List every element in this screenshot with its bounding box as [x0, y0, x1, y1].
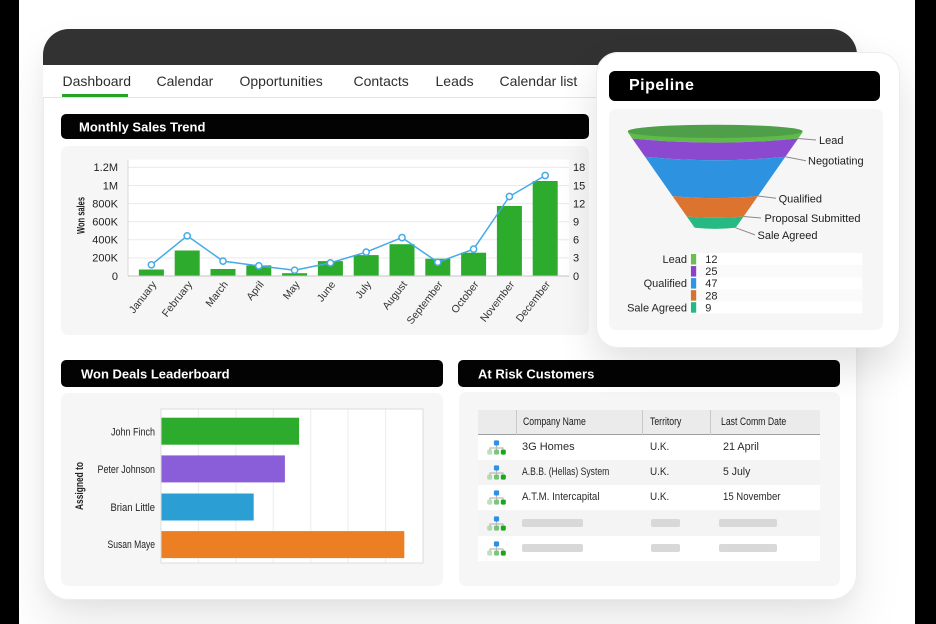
svg-text:18: 18 [573, 162, 585, 174]
svg-text:28: 28 [705, 290, 717, 302]
svg-text:200K: 200K [92, 252, 118, 264]
svg-text:Peter Johnson: Peter Johnson [98, 464, 156, 476]
svg-text:Qualified: Qualified [779, 193, 822, 205]
svg-text:John Finch: John Finch [111, 426, 155, 438]
svg-text:12: 12 [705, 254, 717, 266]
svg-text:0: 0 [573, 270, 579, 282]
svg-text:47: 47 [705, 278, 717, 290]
svg-text:Qualified: Qualified [644, 278, 687, 290]
svg-text:6: 6 [573, 234, 579, 246]
svg-text:Negotiating: Negotiating [808, 156, 864, 168]
svg-text:February: February [160, 278, 196, 319]
svg-text:1M: 1M [103, 180, 118, 192]
svg-text:May: May [281, 278, 303, 302]
svg-text:400K: 400K [92, 234, 118, 246]
svg-text:9: 9 [705, 302, 711, 314]
svg-text:Lead: Lead [819, 135, 843, 147]
svg-text:July: July [353, 278, 374, 301]
svg-text:August: August [380, 278, 410, 311]
svg-text:Susan Maye: Susan Maye [108, 539, 156, 551]
svg-text:Proposal Submitted: Proposal Submitted [765, 213, 861, 225]
svg-text:June: June [315, 278, 339, 303]
svg-text:Won sales: Won sales [76, 197, 88, 234]
svg-text:December: December [514, 278, 554, 324]
svg-text:0: 0 [112, 270, 118, 282]
svg-text:March: March [203, 278, 231, 309]
svg-text:October: October [449, 278, 482, 315]
svg-text:1.2M: 1.2M [94, 162, 118, 174]
svg-text:3: 3 [573, 252, 579, 264]
svg-text:600K: 600K [92, 216, 118, 228]
svg-text:Lead: Lead [663, 254, 687, 266]
svg-text:9: 9 [573, 216, 579, 228]
svg-text:April: April [244, 278, 266, 302]
svg-text:12: 12 [573, 198, 585, 210]
svg-text:November: November [478, 278, 518, 324]
svg-text:Sale Agreed: Sale Agreed [758, 230, 818, 242]
svg-text:Assigned to: Assigned to [74, 462, 86, 510]
svg-text:Sale Agreed: Sale Agreed [627, 302, 687, 314]
svg-text:15: 15 [573, 180, 585, 192]
svg-text:Brian Little: Brian Little [111, 502, 156, 514]
svg-text:25: 25 [705, 266, 717, 278]
svg-text:September: September [405, 278, 446, 326]
svg-text:800K: 800K [92, 198, 118, 210]
svg-text:January: January [127, 278, 160, 315]
